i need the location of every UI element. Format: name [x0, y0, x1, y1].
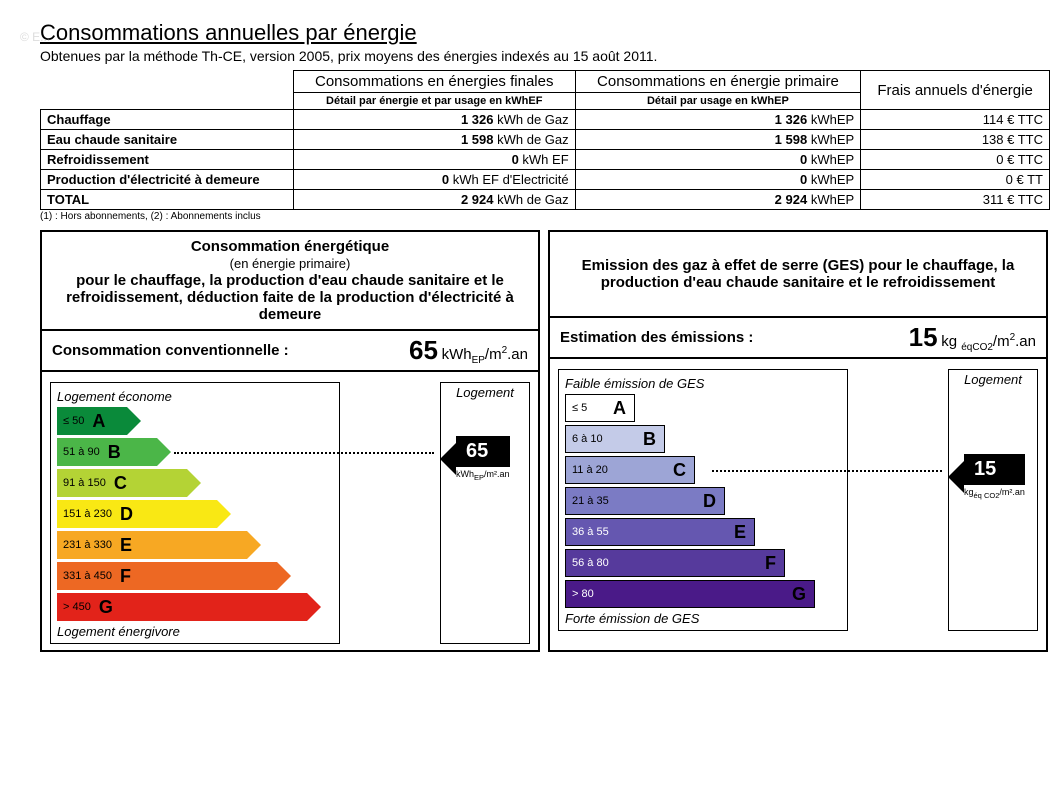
- ges-value: 15 kg éqCO2/m2.an: [909, 322, 1036, 353]
- row-val-3: 114 € TTC: [861, 110, 1050, 130]
- watermark: © E...: [20, 30, 50, 44]
- col-header-2: Consommations en énergie primaire: [575, 71, 861, 93]
- ges-diagram: Faible émission de GES ≤ 5A6 à 10B11 à 2…: [550, 359, 1046, 637]
- energy-panel: Consommation énergétique (en énergie pri…: [40, 230, 540, 652]
- table-row: TOTAL2 924 kWh de Gaz2 924 kWhEP311 € TT…: [41, 190, 1050, 210]
- row-val-2: 0 kWhEP: [575, 150, 861, 170]
- ges-value-label: Estimation des émissions :: [560, 329, 753, 346]
- col-header-1: Consommations en énergies finales: [293, 71, 575, 93]
- energy-title-sub: (en énergie primaire): [230, 256, 351, 271]
- row-label: Refroidissement: [41, 150, 294, 170]
- energy-pointer: 65kWhEP/m².an: [440, 436, 510, 482]
- table-notes: (1) : Hors abonnements, (2) : Abonnement…: [40, 211, 1056, 222]
- energy-band-E: 231 à 330E: [57, 531, 333, 559]
- row-label: Eau chaude sanitaire: [41, 130, 294, 150]
- row-val-3: 311 € TTC: [861, 190, 1050, 210]
- row-val-2: 1 326 kWhEP: [575, 110, 861, 130]
- row-val-2: 2 924 kWhEP: [575, 190, 861, 210]
- ges-band-E: 36 à 55E: [565, 518, 841, 546]
- energy-value-label: Consommation conventionnelle :: [52, 342, 289, 359]
- energy-diagram: Logement économe ≤ 50A51 à 90B91 à 150C1…: [42, 372, 538, 650]
- energy-diagram-left: Logement économe ≤ 50A51 à 90B91 à 150C1…: [50, 382, 340, 644]
- energy-right-caption: Logement: [441, 383, 529, 402]
- ges-pointer: 15kgéq CO2/m².an: [948, 454, 1025, 500]
- row-val-3: 0 € TT: [861, 170, 1050, 190]
- row-val-1: 1 326 kWh de Gaz: [293, 110, 575, 130]
- col-subheader-1: Détail par énergie et par usage en kWhEF: [293, 93, 575, 110]
- ges-right-caption: Logement: [949, 370, 1037, 389]
- row-val-1: 2 924 kWh de Gaz: [293, 190, 575, 210]
- subtitle: Obtenues par la méthode Th-CE, version 2…: [40, 48, 1056, 64]
- col-subheader-2: Détail par usage en kWhEP: [575, 93, 861, 110]
- ges-band-G: > 80G: [565, 580, 841, 608]
- ges-band-F: 56 à 80F: [565, 549, 841, 577]
- row-val-3: 138 € TTC: [861, 130, 1050, 150]
- ges-band-A: ≤ 5A: [565, 394, 841, 422]
- ges-top-caption: Faible émission de GES: [565, 376, 841, 391]
- ges-band-D: 21 à 35D: [565, 487, 841, 515]
- col-header-3: Frais annuels d'énergie: [861, 71, 1050, 110]
- row-val-2: 0 kWhEP: [575, 170, 861, 190]
- row-label: TOTAL: [41, 190, 294, 210]
- table-row: Chauffage1 326 kWh de Gaz1 326 kWhEP114 …: [41, 110, 1050, 130]
- energy-top-caption: Logement économe: [57, 389, 333, 404]
- energy-bottom-caption: Logement énergivore: [57, 624, 333, 639]
- ges-value-row: Estimation des émissions : 15 kg éqCO2/m…: [550, 318, 1046, 359]
- row-val-1: 1 598 kWh de Gaz: [293, 130, 575, 150]
- energy-band-F: 331 à 450F: [57, 562, 333, 590]
- row-val-2: 1 598 kWhEP: [575, 130, 861, 150]
- energy-band-C: 91 à 150C: [57, 469, 333, 497]
- table-row: Eau chaude sanitaire1 598 kWh de Gaz1 59…: [41, 130, 1050, 150]
- energy-value: 65 kWhEP/m2.an: [409, 335, 528, 366]
- ges-title-bold: Emission des gaz à effet de serre (GES) …: [562, 257, 1034, 291]
- row-val-3: 0 € TTC: [861, 150, 1050, 170]
- energy-diagram-right: Logement: [440, 382, 530, 644]
- row-label: Chauffage: [41, 110, 294, 130]
- energy-band-A: ≤ 50A: [57, 407, 333, 435]
- table-row: Production d'électricité à demeure0 kWh …: [41, 170, 1050, 190]
- ges-bottom-caption: Forte émission de GES: [565, 611, 841, 626]
- main-title: Consommations annuelles par énergie: [40, 20, 1056, 46]
- table-row: Refroidissement0 kWh EF0 kWhEP0 € TTC: [41, 150, 1050, 170]
- row-label: Production d'électricité à demeure: [41, 170, 294, 190]
- energy-band-D: 151 à 230D: [57, 500, 333, 528]
- ges-band-B: 6 à 10B: [565, 425, 841, 453]
- consumption-table: Consommations en énergies finales Consom…: [40, 70, 1050, 210]
- row-val-1: 0 kWh EF: [293, 150, 575, 170]
- ges-panel-header: Emission des gaz à effet de serre (GES) …: [550, 232, 1046, 318]
- energy-band-G: > 450G: [57, 593, 333, 621]
- row-val-1: 0 kWh EF d'Electricité: [293, 170, 575, 190]
- ges-diagram-left: Faible émission de GES ≤ 5A6 à 10B11 à 2…: [558, 369, 848, 631]
- energy-value-row: Consommation conventionnelle : 65 kWhEP/…: [42, 331, 538, 372]
- energy-panel-header: Consommation énergétique (en énergie pri…: [42, 232, 538, 331]
- ges-diagram-right: Logement: [948, 369, 1038, 631]
- energy-title-bold: Consommation énergétique: [191, 238, 389, 255]
- energy-title-main: pour le chauffage, la production d'eau c…: [66, 272, 514, 323]
- ges-panel: Emission des gaz à effet de serre (GES) …: [548, 230, 1048, 652]
